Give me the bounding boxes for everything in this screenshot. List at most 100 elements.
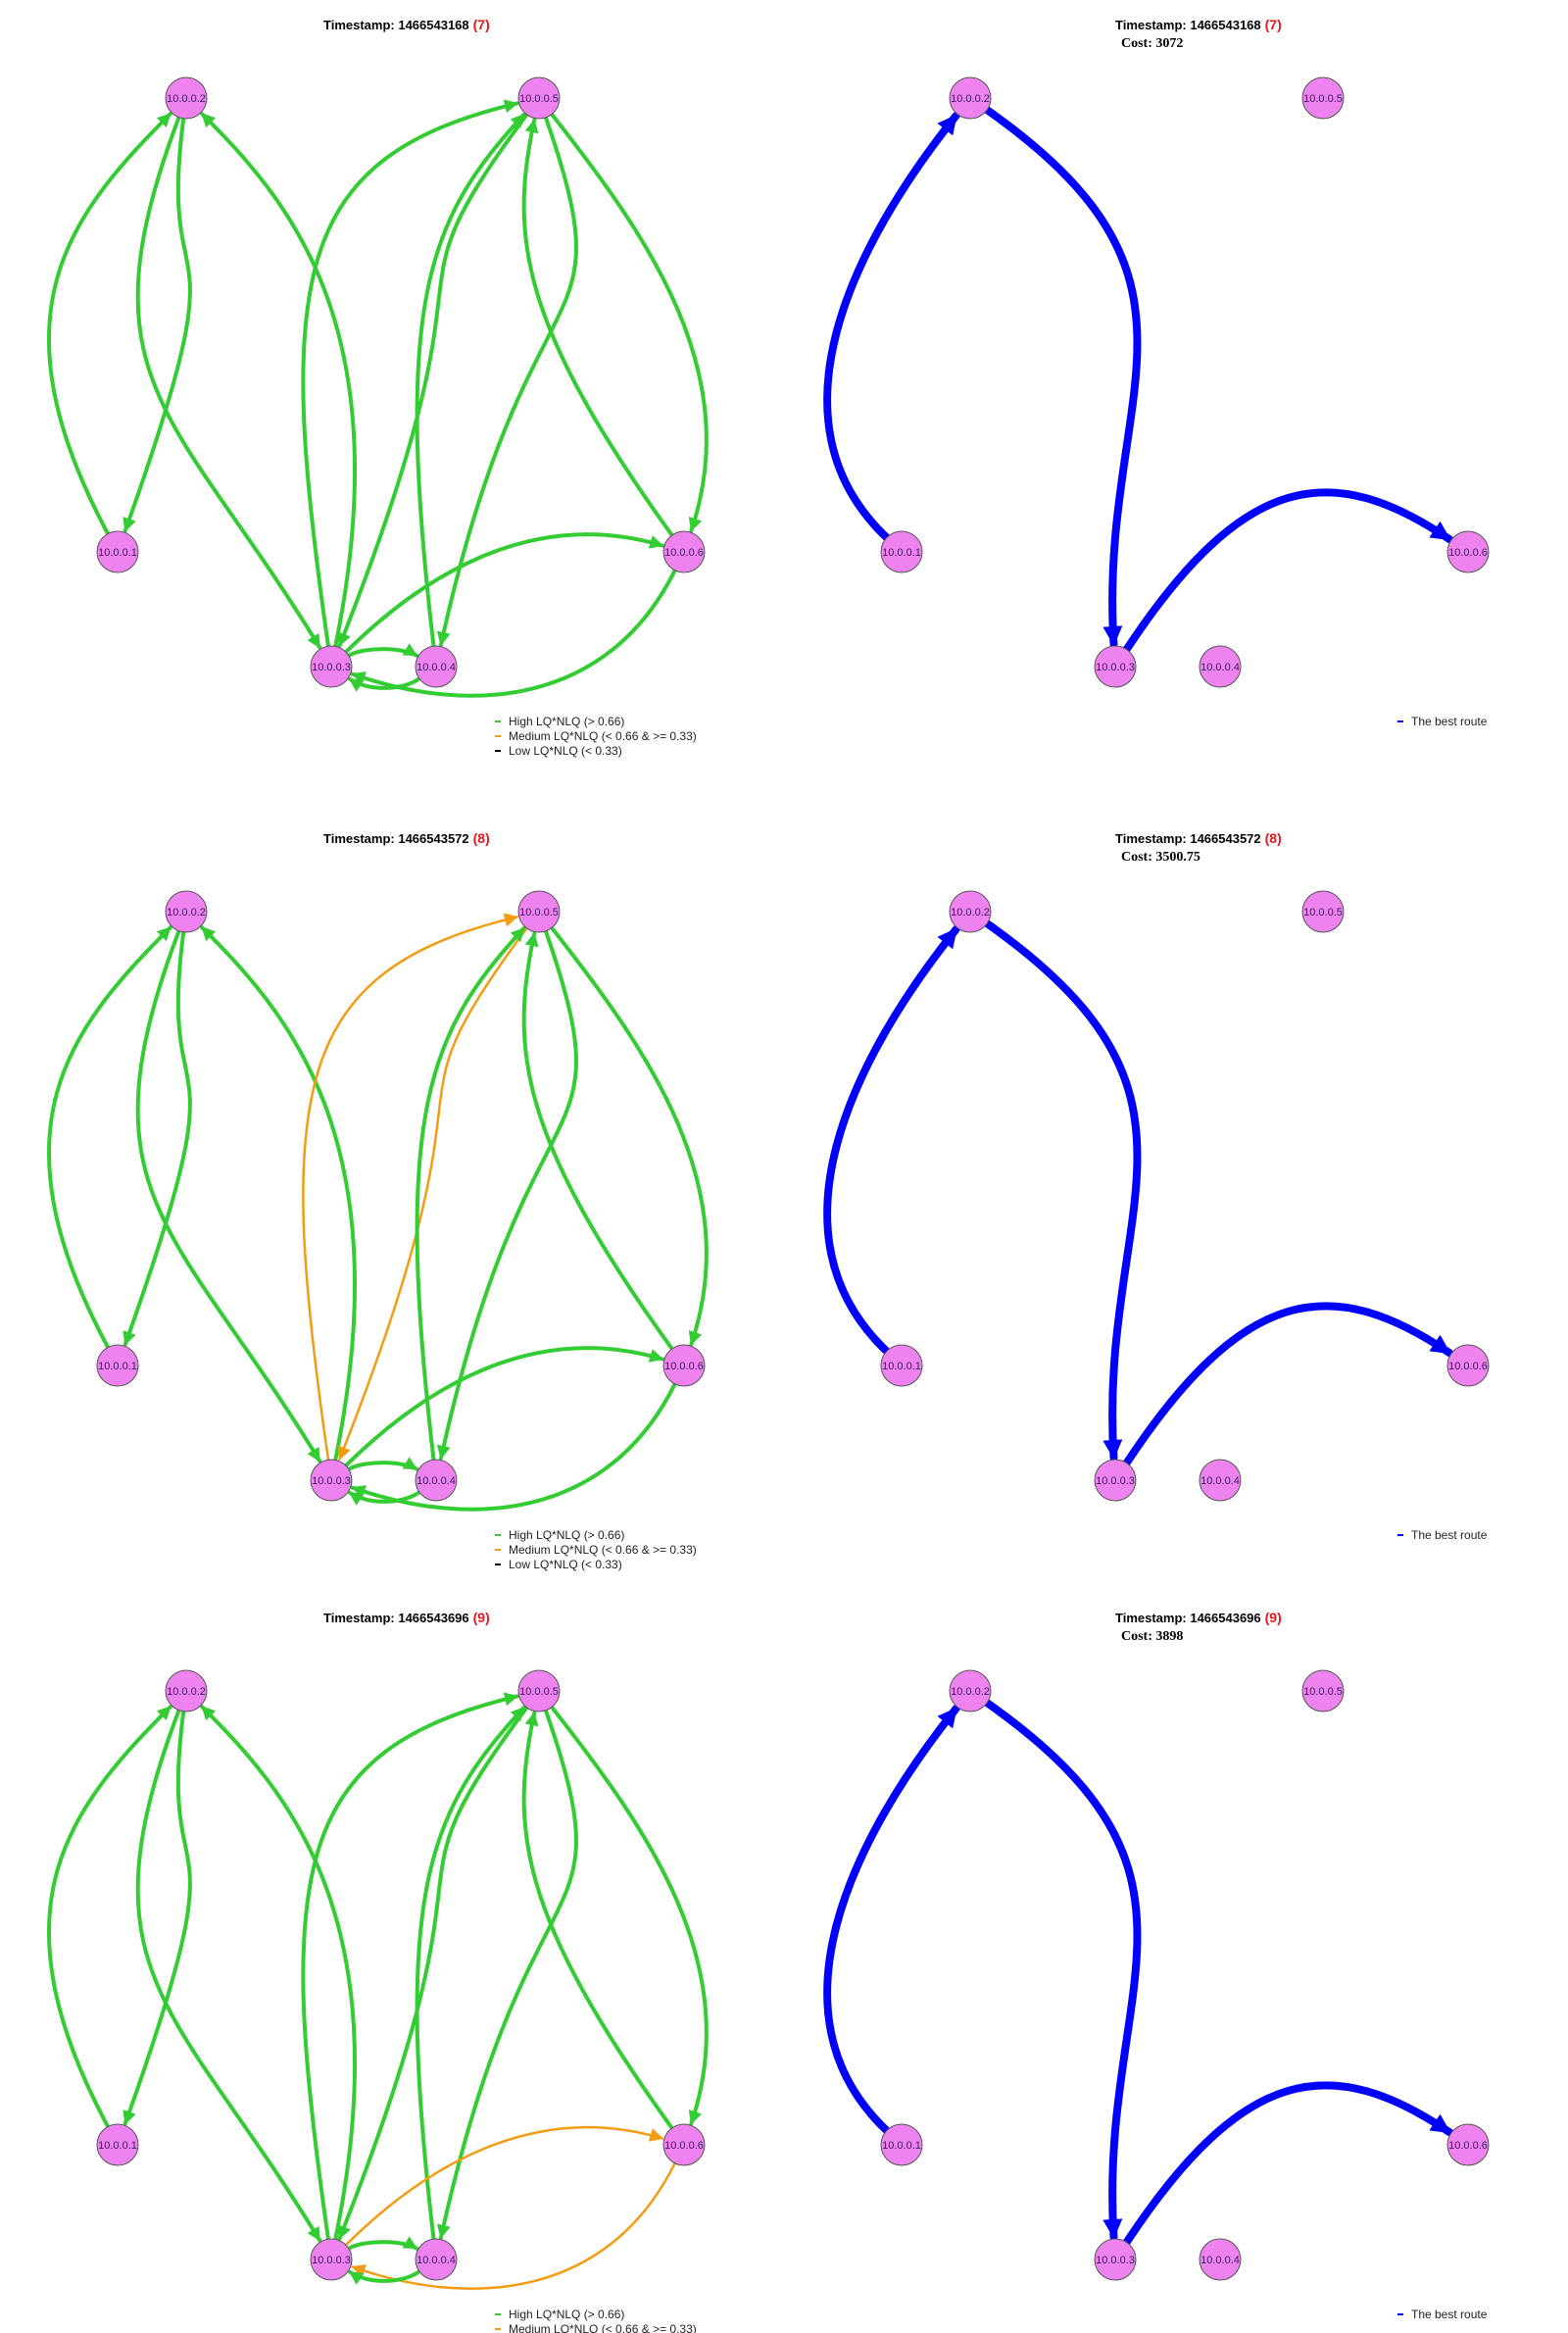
link-10-0-0-6-to-10-0-0-3-high [350, 1381, 677, 1512]
link-10-0-0-2-to-10-0-0-3-high [135, 115, 322, 650]
link-quality-legend: High LQ*NLQ (> 0.66)Medium LQ*NLQ (< 0.6… [495, 715, 697, 758]
link-10-0-0-1-to-10-0-0-2-high [47, 925, 172, 1350]
node-label: 10.0.0.1 [882, 547, 921, 559]
legend-label-high: High LQ*NLQ (> 0.66) [509, 715, 624, 728]
node-label: 10.0.0.6 [664, 547, 704, 559]
route-legend-label: The best route [1411, 1528, 1488, 1542]
node-10-0-0-5: 10.0.0.5 [517, 1669, 561, 1713]
legend-label-medium: Medium LQ*NLQ (< 0.66 & >= 0.33) [509, 729, 697, 743]
link-quality-panel: Timestamp: 1466543168 (7) 10.0.0.2 10.0.0.5… [47, 17, 709, 758]
node-10-0-0-2: 10.0.0.2 [165, 1669, 208, 1713]
link-10-0-0-4-to-10-0-0-5-high [415, 1706, 526, 2242]
node-10-0-0-5: 10.0.0.5 [1301, 76, 1345, 120]
legend-item-medium: Medium LQ*NLQ (< 0.66 & >= 0.33) [495, 2322, 697, 2333]
node-10-0-0-4: 10.0.0.4 [415, 2238, 458, 2281]
link-quality-panel: Timestamp: 1466543696 (9) 10.0.0.2 10.0.0.5… [47, 1610, 709, 2333]
link-10-0-0-5-to-10-0-0-6-high [550, 112, 709, 533]
link-10-0-0-3-to-10-0-0-4-high [346, 643, 418, 658]
route-edges [823, 1699, 1453, 2247]
node-label: 10.0.0.5 [1303, 907, 1343, 918]
link-10-0-0-3-to-10-0-0-2-high [200, 1705, 358, 2242]
route-legend-label: The best route [1411, 2308, 1488, 2321]
node-label: 10.0.0.1 [98, 1361, 137, 1372]
node-10-0-0-5: 10.0.0.5 [517, 76, 561, 120]
node-10-0-0-2: 10.0.0.2 [949, 890, 992, 933]
node-10-0-0-5: 10.0.0.5 [517, 890, 561, 933]
snapshot-number: (8) [1265, 830, 1282, 846]
node-10-0-0-6: 10.0.0.6 [662, 2123, 706, 2166]
link-10-0-0-3-to-10-0-0-5-high [301, 1692, 519, 2242]
link-10-0-0-3-to-10-0-0-6-high [343, 1346, 664, 1468]
legend-item-low: Low LQ*NLQ (< 0.33) [495, 744, 622, 758]
node-10-0-0-5: 10.0.0.5 [1301, 1669, 1345, 1713]
link-10-0-0-2-to-10-0-0-1-high [122, 1709, 192, 2126]
link-edges [47, 99, 709, 698]
link-10-0-0-5-to-10-0-0-4-high [436, 1708, 578, 2240]
timestamp-label: Timestamp: 1466543572 [323, 831, 469, 846]
node-label: 10.0.0.2 [951, 93, 990, 105]
node-10-0-0-6: 10.0.0.6 [1446, 1344, 1490, 1387]
route-hop-10-0-0-1-to-10-0-0-2 [823, 112, 960, 542]
node-label: 10.0.0.2 [951, 1686, 990, 1698]
legend-item-medium: Medium LQ*NLQ (< 0.66 & >= 0.33) [495, 1543, 697, 1557]
node-label: 10.0.0.1 [882, 1361, 921, 1372]
timestamp-label: Timestamp: 1466543168 [1115, 18, 1261, 32]
link-10-0-0-2-to-10-0-0-3-high [135, 928, 322, 1464]
node-label: 10.0.0.6 [1448, 1361, 1488, 1372]
link-10-0-0-2-to-10-0-0-3-high [135, 1708, 322, 2243]
node-label: 10.0.0.1 [98, 2140, 137, 2152]
node-10-0-0-1: 10.0.0.1 [96, 530, 139, 573]
timestamp-label: Timestamp: 1466543168 [323, 18, 469, 32]
route-legend: The best route [1397, 2308, 1488, 2321]
node-10-0-0-2: 10.0.0.2 [165, 76, 208, 120]
node-label: 10.0.0.4 [1200, 2255, 1240, 2266]
legend-label-low: Low LQ*NLQ (< 0.33) [509, 744, 622, 758]
route-hop-10-0-0-3-to-10-0-0-6 [1122, 488, 1453, 654]
node-label: 10.0.0.5 [1303, 93, 1343, 105]
link-10-0-0-4-to-10-0-0-3-high [348, 2269, 421, 2285]
node-10-0-0-1: 10.0.0.1 [96, 1344, 139, 1387]
link-10-0-0-6-to-10-0-0-5-high [521, 931, 674, 1351]
node-10-0-0-2: 10.0.0.2 [165, 890, 208, 933]
link-10-0-0-5-to-10-0-0-6-high [550, 1705, 709, 2126]
route-hop-10-0-0-2-to-10-0-0-3 [983, 919, 1142, 1462]
node-label: 10.0.0.6 [664, 2140, 704, 2152]
route-edges [823, 919, 1453, 1467]
node-10-0-0-3: 10.0.0.3 [310, 2238, 353, 2281]
link-10-0-0-2-to-10-0-0-1-high [122, 116, 192, 533]
route-cost: Cost: 3898 [1121, 1629, 1183, 1644]
node-label: 10.0.0.5 [519, 907, 559, 918]
legend-item-high: High LQ*NLQ (> 0.66) [495, 2308, 624, 2321]
node-label: 10.0.0.4 [416, 2255, 456, 2266]
node-10-0-0-3: 10.0.0.3 [310, 645, 353, 688]
best-route-panel: Timestamp: 1466543696 (9) Cost: 3898 10.0.0… [823, 1610, 1490, 2321]
node-label: 10.0.0.5 [519, 1686, 559, 1698]
route-hop-10-0-0-2-to-10-0-0-3 [983, 1699, 1142, 2241]
node-10-0-0-6: 10.0.0.6 [662, 1344, 706, 1387]
route-edges [823, 106, 1453, 654]
node-label: 10.0.0.4 [416, 1475, 456, 1487]
link-10-0-0-5-to-10-0-0-4-high [436, 115, 578, 647]
link-10-0-0-3-to-10-0-0-6-high [343, 532, 664, 655]
link-10-0-0-1-to-10-0-0-2-high [47, 112, 172, 536]
node-label: 10.0.0.4 [1200, 1475, 1240, 1487]
node-10-0-0-4: 10.0.0.4 [1199, 645, 1242, 688]
snapshot-number: (7) [1265, 17, 1282, 32]
snapshot-number: (9) [473, 1610, 490, 1625]
timestamp-label: Timestamp: 1466543696 [323, 1611, 469, 1625]
timestamp-label: Timestamp: 1466543696 [1115, 1611, 1261, 1625]
node-10-0-0-1: 10.0.0.1 [96, 2123, 139, 2166]
panel-title: Timestamp: 1466543168 (7) [1115, 17, 1282, 32]
panel-title: Timestamp: 1466543696 (9) [323, 1610, 490, 1625]
route-cost: Cost: 3072 [1121, 36, 1183, 51]
link-10-0-0-6-to-10-0-0-5-high [521, 118, 674, 537]
link-10-0-0-3-to-10-0-0-2-high [200, 925, 358, 1463]
timestamp-label: Timestamp: 1466543572 [1115, 831, 1261, 846]
node-label: 10.0.0.6 [1448, 547, 1488, 559]
node-label: 10.0.0.4 [416, 662, 456, 673]
link-10-0-0-5-to-10-0-0-3-medium [337, 926, 528, 1461]
snapshot-number: (7) [473, 17, 490, 32]
link-10-0-0-5-to-10-0-0-3-high [337, 112, 529, 648]
route-hop-10-0-0-2-to-10-0-0-3 [983, 106, 1142, 648]
node-10-0-0-4: 10.0.0.4 [1199, 2238, 1242, 2281]
